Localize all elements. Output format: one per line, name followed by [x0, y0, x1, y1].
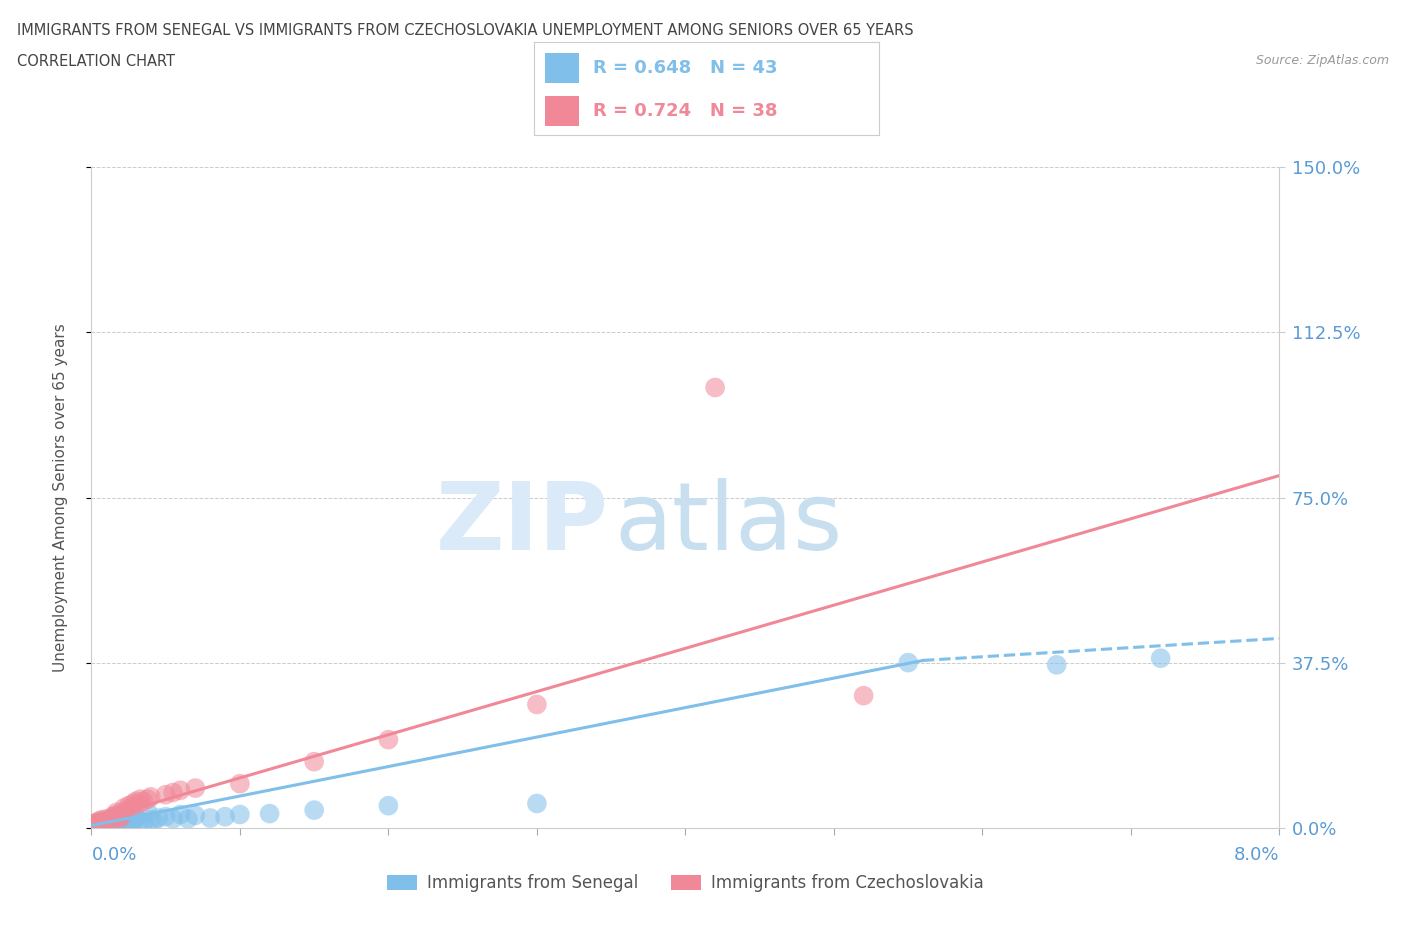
Point	[114, 804, 136, 818]
Point	[108, 812, 131, 827]
Point	[162, 812, 184, 827]
Point	[103, 811, 125, 826]
Point	[83, 816, 105, 830]
Text: IMMIGRANTS FROM SENEGAL VS IMMIGRANTS FROM CZECHOSLOVAKIA UNEMPLOYMENT AMONG SEN: IMMIGRANTS FROM SENEGAL VS IMMIGRANTS FR…	[17, 23, 914, 38]
Point	[526, 697, 548, 711]
Point	[91, 815, 114, 830]
Point	[94, 818, 117, 833]
Point	[110, 812, 132, 827]
Point	[526, 796, 548, 811]
Point	[112, 801, 135, 816]
Point	[155, 809, 177, 824]
Point	[142, 814, 165, 829]
Point	[101, 809, 124, 824]
Point	[110, 809, 132, 824]
Point	[302, 754, 325, 769]
Point	[132, 815, 155, 830]
Point	[90, 812, 112, 827]
Text: 8.0%: 8.0%	[1234, 846, 1279, 864]
Point	[87, 817, 110, 832]
Point	[139, 812, 162, 827]
Point	[1149, 651, 1171, 666]
Point	[98, 812, 121, 827]
Point	[86, 815, 108, 830]
FancyBboxPatch shape	[544, 96, 579, 126]
Point	[115, 817, 138, 831]
Point	[104, 808, 127, 823]
Legend: Immigrants from Senegal, Immigrants from Czechoslovakia: Immigrants from Senegal, Immigrants from…	[380, 868, 991, 898]
Point	[377, 798, 399, 813]
Point	[177, 812, 200, 827]
Text: ZIP: ZIP	[436, 478, 609, 570]
Point	[132, 794, 155, 809]
Point	[302, 803, 325, 817]
Point	[87, 814, 110, 829]
Point	[83, 817, 105, 831]
Point	[121, 801, 143, 816]
Point	[90, 817, 112, 831]
Point	[214, 809, 236, 824]
Point	[96, 817, 118, 831]
Text: 0.0%: 0.0%	[91, 846, 136, 864]
Point	[117, 812, 139, 827]
Point	[169, 807, 191, 822]
Point	[103, 812, 125, 827]
Point	[86, 816, 108, 830]
Point	[128, 796, 150, 811]
Text: R = 0.724   N = 38: R = 0.724 N = 38	[593, 101, 778, 120]
Point	[125, 811, 148, 826]
Point	[89, 817, 111, 831]
Point	[139, 790, 162, 804]
Point	[121, 816, 143, 830]
Point	[104, 815, 127, 830]
Point	[148, 811, 170, 826]
Point	[105, 804, 128, 819]
Point	[704, 380, 727, 395]
Point	[122, 796, 145, 811]
Point	[117, 798, 139, 813]
Point	[129, 791, 152, 806]
Point	[229, 807, 252, 822]
Point	[91, 814, 114, 829]
Point	[107, 814, 129, 829]
Point	[259, 806, 281, 821]
Point	[84, 819, 107, 834]
Point	[184, 780, 207, 795]
Point	[155, 787, 177, 802]
Point	[122, 817, 145, 831]
Point	[89, 815, 111, 830]
Point	[125, 794, 148, 809]
Point	[100, 816, 122, 830]
Point	[128, 814, 150, 829]
Point	[98, 814, 121, 829]
Point	[852, 688, 875, 703]
Point	[107, 807, 129, 822]
Point	[169, 783, 191, 798]
Point	[162, 785, 184, 800]
Point	[200, 811, 222, 826]
Text: Source: ZipAtlas.com: Source: ZipAtlas.com	[1256, 54, 1389, 67]
Point	[84, 818, 107, 833]
Point	[184, 808, 207, 823]
Point	[136, 791, 159, 806]
Point	[1046, 658, 1069, 672]
FancyBboxPatch shape	[544, 53, 579, 83]
Text: R = 0.648   N = 43: R = 0.648 N = 43	[593, 59, 778, 77]
Point	[229, 777, 252, 791]
Point	[377, 732, 399, 747]
Point	[82, 818, 104, 833]
Point	[96, 812, 118, 827]
Point	[136, 804, 159, 819]
Text: CORRELATION CHART: CORRELATION CHART	[17, 54, 174, 69]
Point	[897, 656, 920, 671]
Y-axis label: Unemployment Among Seniors over 65 years: Unemployment Among Seniors over 65 years	[53, 324, 67, 672]
Point	[112, 815, 135, 830]
Text: atlas: atlas	[614, 478, 842, 570]
Point	[82, 818, 104, 833]
